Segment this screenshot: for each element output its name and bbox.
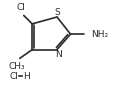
Text: Cl: Cl bbox=[10, 72, 18, 81]
Text: Cl: Cl bbox=[16, 3, 25, 12]
Text: N: N bbox=[55, 50, 61, 59]
Text: H: H bbox=[22, 72, 29, 81]
Text: NH₂: NH₂ bbox=[90, 30, 107, 39]
Text: S: S bbox=[54, 8, 59, 17]
Text: CH₃: CH₃ bbox=[8, 62, 25, 71]
